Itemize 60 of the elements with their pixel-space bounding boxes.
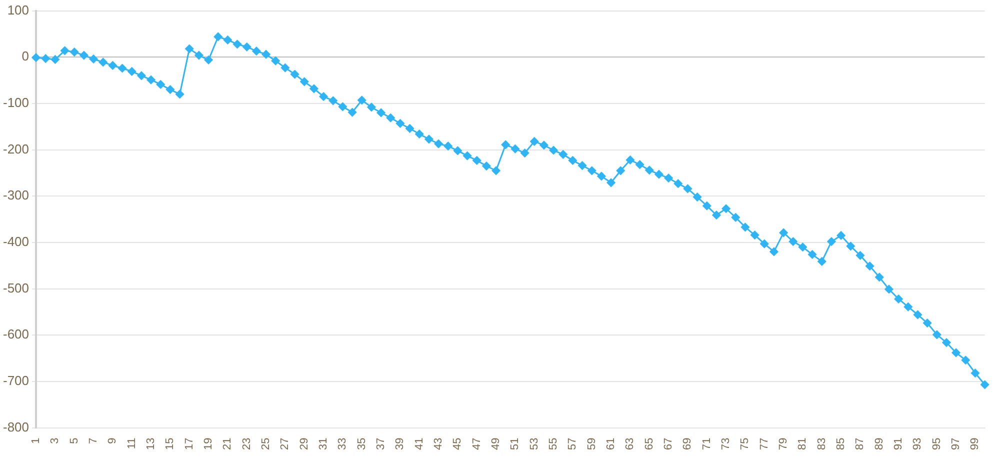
x-tick-label: 63 [624, 438, 636, 450]
y-tick-label: -600 [2, 326, 30, 342]
x-tick-label: 47 [470, 438, 483, 450]
x-tick-label: 3 [49, 438, 62, 444]
x-tick-label: 23 [240, 438, 253, 450]
y-tick-label: 0 [22, 48, 30, 64]
x-tick-label: 55 [548, 438, 560, 450]
y-tick-label: -500 [2, 280, 30, 296]
x-tick-label: 97 [950, 438, 962, 450]
x-tick-label: 85 [835, 438, 848, 450]
y-tick-label: 100 [7, 2, 30, 18]
y-tick-label: -700 [2, 373, 30, 388]
x-tick-label: 99 [969, 438, 982, 450]
x-tick-label: 75 [739, 438, 752, 450]
x-tick-label: 67 [662, 438, 675, 450]
x-tick-label: 73 [720, 438, 732, 450]
y-tick-label: -200 [2, 141, 30, 156]
x-tick-label: 7 [88, 438, 100, 444]
x-tick-label: 69 [682, 438, 694, 450]
x-tick-label: 15 [164, 438, 176, 450]
x-tick-label: 19 [202, 438, 215, 450]
x-tick-label: 57 [566, 438, 579, 450]
y-tick-label: -400 [2, 234, 30, 250]
x-tick-label: 79 [778, 438, 790, 450]
x-tick-label: 39 [394, 438, 406, 450]
x-tick-label: 77 [758, 438, 770, 450]
x-tick-label: 45 [452, 438, 464, 450]
x-tick-label: 35 [356, 438, 368, 450]
x-tick-label: 25 [260, 438, 272, 450]
x-tick-label: 31 [318, 438, 330, 450]
x-tick-label: 33 [336, 438, 349, 450]
x-tick-label: 89 [873, 438, 886, 450]
x-tick-label: 93 [912, 438, 924, 450]
x-tick-label: 27 [279, 438, 292, 450]
x-tick-label: 43 [432, 438, 445, 450]
x-tick-label: 53 [528, 438, 540, 450]
x-tick-label: 81 [796, 438, 809, 450]
x-tick-label: 95 [930, 438, 943, 450]
y-tick-label: -800 [2, 419, 30, 434]
x-tick-label: 91 [892, 438, 905, 450]
y-tick-label: -300 [2, 188, 30, 203]
x-tick-label: 61 [605, 438, 618, 450]
x-tick-label: 87 [854, 438, 866, 450]
x-tick-label: 83 [816, 438, 828, 450]
x-tick-label: 9 [106, 438, 119, 444]
x-tick-label: 29 [298, 438, 310, 450]
x-tick-label: 21 [222, 438, 234, 450]
x-tick-label: 71 [700, 438, 713, 450]
x-tick-label: 5 [68, 438, 80, 444]
x-tick-label: 37 [375, 438, 388, 450]
x-tick-label: 65 [643, 438, 656, 450]
x-tick-label: 11 [126, 438, 138, 450]
x-tick-label: 41 [413, 438, 426, 450]
x-tick-label: 1 [30, 438, 42, 444]
x-tick-label: 51 [509, 438, 522, 450]
x-tick-label: 13 [145, 438, 158, 450]
x-tick-label: 17 [183, 438, 196, 450]
x-tick-label: 59 [586, 438, 598, 450]
x-tick-label: 49 [490, 438, 502, 450]
y-tick-label: -100 [2, 95, 30, 110]
